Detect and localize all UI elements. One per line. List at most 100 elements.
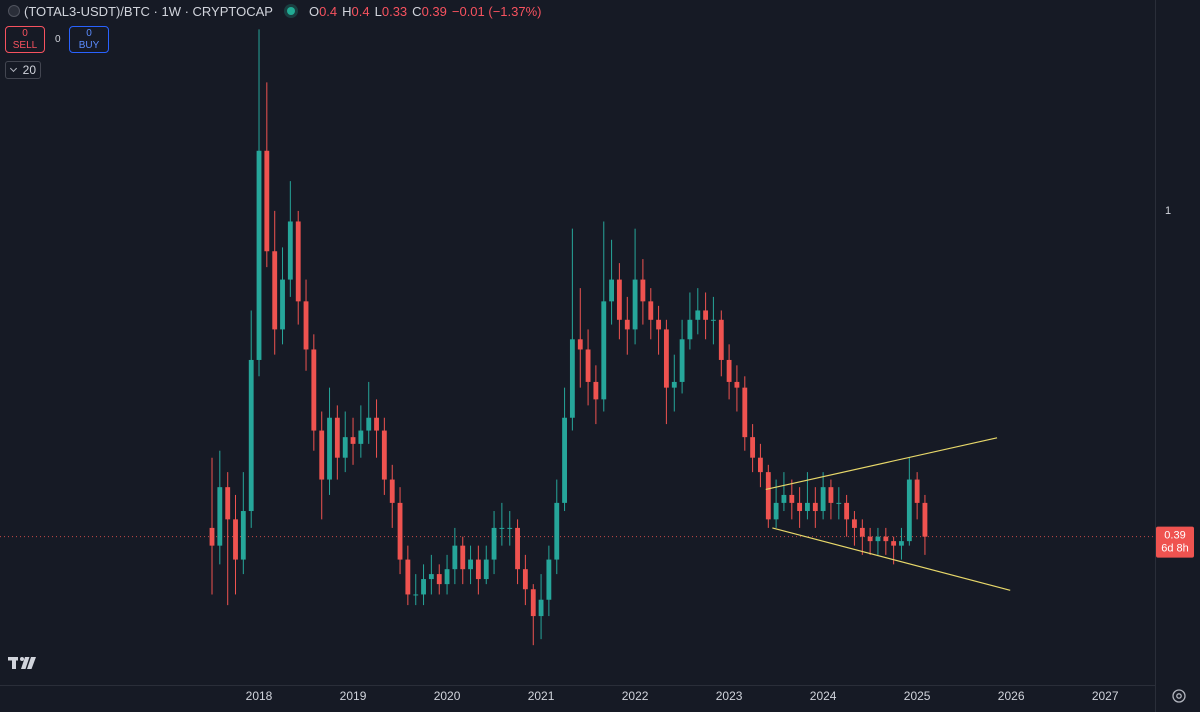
x-tick-label: 2018 (246, 689, 273, 703)
candle-body (295, 221, 301, 302)
candle-body (483, 559, 489, 580)
candle-body (577, 339, 583, 350)
candle-body (421, 579, 426, 595)
candle-body (405, 559, 411, 595)
sell-button[interactable]: 0 SELL (5, 26, 45, 53)
candle-body (922, 502, 928, 537)
candle-body (303, 301, 309, 350)
candle-body (757, 457, 763, 473)
candle-body (836, 502, 842, 504)
candle-body (875, 536, 881, 542)
trendline (772, 527, 1011, 591)
candle-body (734, 381, 740, 388)
y-tick-label: 1 (1165, 205, 1171, 217)
candle-body (585, 349, 591, 382)
x-tick-label: 2023 (716, 689, 743, 703)
candle-body (507, 527, 513, 529)
indicator-toggle[interactable]: 20 (5, 61, 41, 79)
x-tick-label: 2019 (340, 689, 367, 703)
candle-body (225, 487, 231, 520)
candle-body (867, 536, 873, 542)
ohlc-value: 0.4 (319, 3, 338, 19)
candle-body (891, 541, 897, 546)
candle-body (428, 574, 434, 580)
candle-body (562, 417, 567, 503)
candle-body (859, 527, 865, 537)
buy-label: BUY (78, 40, 100, 51)
candle-body (797, 502, 803, 512)
ohlc-values: O0.4 H0.4 L0.33 C0.39 (309, 4, 452, 19)
candle-body (718, 319, 724, 360)
ohlc-key: L (374, 3, 382, 19)
trendline (765, 437, 998, 491)
x-tick-label: 2022 (622, 689, 649, 703)
candle-body (311, 349, 317, 431)
candle-body (366, 417, 372, 431)
candle-body (906, 479, 912, 542)
candle-body (444, 569, 450, 585)
candle-body (593, 381, 599, 400)
candle-body (272, 251, 278, 330)
x-tick-label: 2026 (998, 689, 1025, 703)
candle-body (374, 417, 379, 431)
candle-body (468, 559, 473, 570)
price-tag-value: 0.39 (1164, 530, 1185, 542)
candle-body (436, 574, 442, 585)
legend-header: (TOTAL3-USDT)/BTC · 1W · CRYPTOCAP O0.4 H… (8, 2, 542, 20)
candle-body (828, 487, 834, 503)
candle-body (773, 502, 779, 520)
settings-icon[interactable] (1172, 689, 1186, 703)
candle-body (538, 599, 544, 617)
candle-body (342, 437, 348, 458)
candle-body (765, 472, 771, 520)
candle-body (687, 319, 693, 340)
candle-body (914, 479, 920, 503)
candle-body (616, 279, 622, 320)
candle-body (546, 559, 552, 600)
candle-body (679, 339, 685, 382)
candle-body (554, 502, 560, 560)
x-tick-label: 2021 (528, 689, 555, 703)
candle-body (499, 527, 505, 529)
candle-body (883, 536, 889, 542)
candle-body (233, 519, 238, 560)
candle-body (742, 387, 748, 438)
x-tick-label: 2027 (1092, 689, 1119, 703)
candle-body (413, 594, 419, 596)
candle-body (726, 359, 732, 382)
candle-body (781, 494, 787, 503)
x-tick-label: 2025 (904, 689, 931, 703)
candle-body (381, 430, 387, 480)
price-tag (1156, 526, 1194, 558)
candle-body (522, 569, 528, 590)
candle-body (569, 339, 575, 418)
candle-body (280, 279, 285, 330)
symbol-icon (8, 5, 20, 17)
candle-body (319, 430, 325, 480)
price-tag-countdown: 6d 8h (1161, 543, 1189, 555)
candle-body (475, 559, 481, 580)
candle-body (248, 359, 254, 512)
candle-body (624, 319, 630, 330)
candle-body (804, 502, 810, 512)
candle-body (609, 279, 615, 302)
ohlc-key: O (308, 3, 320, 19)
candle-body (397, 502, 403, 560)
tradingview-logo (8, 657, 36, 669)
change: −0.01 (−1.37%) (451, 3, 542, 19)
ohlc-value: 0.39 (421, 3, 447, 19)
ohlc-value: 0.4 (351, 3, 370, 19)
candle-body (703, 310, 709, 320)
candle-body (789, 494, 795, 503)
candle-body (663, 329, 669, 388)
candle-body (648, 301, 654, 320)
candle-body (710, 319, 716, 321)
buy-button[interactable]: 0 BUY (69, 26, 109, 53)
candle-body (812, 502, 818, 512)
candle-body (350, 437, 356, 444)
spread: 0 (55, 34, 61, 45)
ohlc-key: H (342, 3, 352, 19)
candle-body (256, 150, 262, 360)
candle-body (530, 589, 536, 617)
